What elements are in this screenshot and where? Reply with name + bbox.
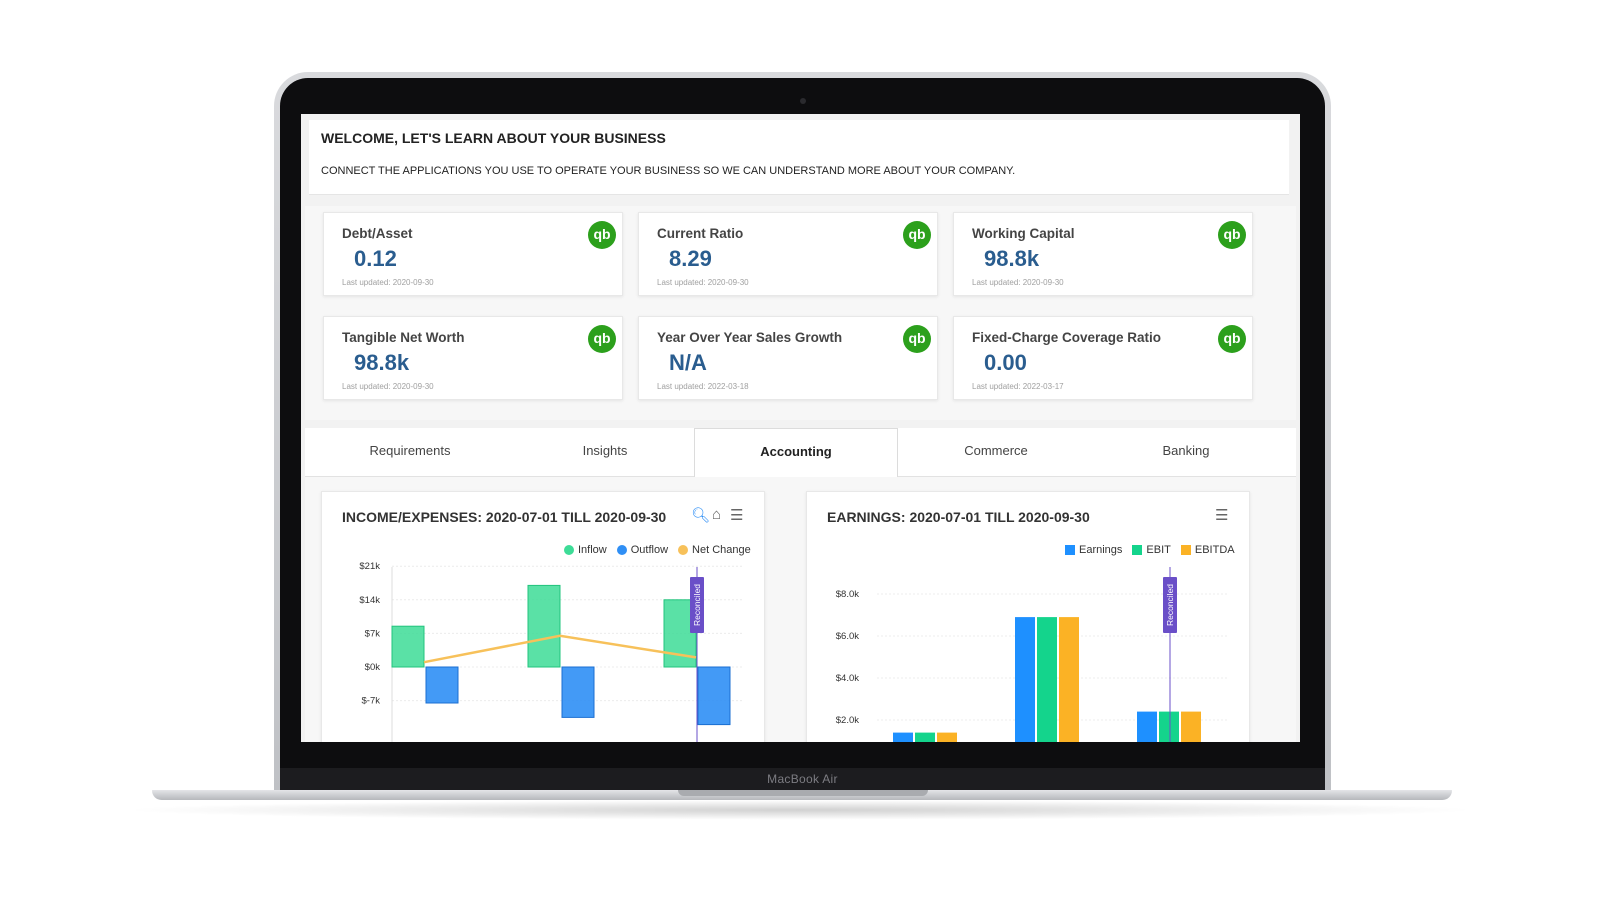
income-expenses-chart: $21k $14k $7k $0k $-7k Reconciled <box>359 562 742 742</box>
income-expenses-legend: Inflow Outflow Net Change <box>564 544 751 556</box>
accounting-content: INCOME/EXPENSES: 2020-07-01 TILL 2020-09… <box>305 477 1296 742</box>
y-tick-label: $14k <box>359 595 380 606</box>
earnings-bar <box>1015 617 1035 742</box>
quickbooks-icon: qb <box>903 325 931 353</box>
legend-label: EBITDA <box>1194 544 1235 556</box>
income-expenses-panel: INCOME/EXPENSES: 2020-07-01 TILL 2020-09… <box>321 491 765 742</box>
reconciled-label: Reconciled <box>692 584 702 626</box>
metric-title: Tangible Net Worth <box>342 330 465 345</box>
y-tick-label: $21k <box>359 562 380 572</box>
metric-card-current-ratio[interactable]: Current Ratio 8.29 Last updated: 2020-09… <box>638 212 938 296</box>
metric-value: 98.8k <box>354 350 410 375</box>
metric-title: Debt/Asset <box>342 226 413 241</box>
ebit-bar <box>1037 617 1057 742</box>
metric-title: Working Capital <box>972 226 1075 241</box>
legend-label: EBIT <box>1146 544 1171 556</box>
quickbooks-icon: qb <box>588 221 616 249</box>
legend-label: Inflow <box>578 544 607 556</box>
quickbooks-icon: qb <box>588 325 616 353</box>
quickbooks-icon: qb <box>903 221 931 249</box>
ebitda-bar <box>937 732 957 742</box>
y-tick-label: $4.0k <box>836 673 859 684</box>
earnings-title: EARNINGS: 2020-07-01 TILL 2020-09-30 <box>827 509 1090 525</box>
metric-value: N/A <box>669 350 707 375</box>
metric-card-working-capital[interactable]: Working Capital 98.8k Last updated: 2020… <box>953 212 1253 296</box>
screen-chin <box>280 768 1325 792</box>
y-tick-label: $7k <box>365 628 381 639</box>
quickbooks-icon: qb <box>1218 221 1246 249</box>
metric-updated: Last updated: 2020-09-30 <box>657 278 749 287</box>
metric-card-debt-asset[interactable]: Debt/Asset 0.12 Last updated: 2020-09-30… <box>323 212 623 296</box>
reconciled-label: Reconciled <box>1165 584 1175 626</box>
y-tick-label: $0k <box>365 662 381 673</box>
metric-value: 0.00 <box>984 350 1027 375</box>
welcome-subtitle: CONNECT THE APPLICATIONS YOU USE TO OPER… <box>321 165 1016 177</box>
earnings-panel: EARNINGS: 2020-07-01 TILL 2020-09-30 ☰ E… <box>806 491 1250 742</box>
legend-label: Earnings <box>1079 544 1123 556</box>
legend-item-earnings[interactable]: Earnings <box>1065 544 1122 556</box>
legend-label: Outflow <box>630 544 669 556</box>
tab-bar: Requirements Insights Accounting Commerc… <box>305 428 1296 478</box>
metric-value: 98.8k <box>984 246 1040 271</box>
metric-updated: Last updated: 2022-03-17 <box>972 382 1064 391</box>
metric-updated: Last updated: 2022-03-18 <box>657 382 749 391</box>
menu-icon[interactable]: ☰ <box>730 507 744 524</box>
outflow-bar <box>425 666 459 704</box>
legend-item-inflow[interactable]: Inflow <box>564 544 607 556</box>
legend-item-net-change[interactable]: Net Change <box>678 544 751 556</box>
metric-card-tangible-net-worth[interactable]: Tangible Net Worth 98.8k Last updated: 2… <box>323 316 623 400</box>
welcome-title: WELCOME, LET'S LEARN ABOUT YOUR BUSINESS <box>321 130 666 146</box>
y-tick-label: $2.0k <box>836 715 859 726</box>
tab-commerce[interactable]: Commerce <box>964 443 1028 458</box>
tab-accounting[interactable]: Accounting <box>694 428 898 478</box>
metric-title: Fixed-Charge Coverage Ratio <box>972 330 1162 345</box>
reconciled-badge <box>690 577 704 633</box>
app-screen: WELCOME, LET'S LEARN ABOUT YOUR BUSINESS… <box>301 114 1300 742</box>
metric-updated: Last updated: 2020-09-30 <box>342 278 434 287</box>
metric-card-yoy-sales-growth[interactable]: Year Over Year Sales Growth N/A Last upd… <box>638 316 938 400</box>
metric-card-fixed-charge-coverage[interactable]: Fixed-Charge Coverage Ratio 0.00 Last up… <box>953 316 1253 400</box>
ebitda-bar <box>1059 617 1079 742</box>
ebitda-bar <box>1181 711 1201 742</box>
metrics-section: Debt/Asset 0.12 Last updated: 2020-09-30… <box>305 206 1296 420</box>
inflow-bar <box>391 625 425 668</box>
search-icon[interactable]: 🔍︎ <box>691 507 711 524</box>
legend-label: Net Change <box>692 544 751 556</box>
metric-updated: Last updated: 2020-09-30 <box>342 382 434 391</box>
metric-title: Year Over Year Sales Growth <box>657 330 843 345</box>
quickbooks-icon: qb <box>1218 325 1246 353</box>
menu-icon[interactable]: ☰ <box>1215 507 1229 524</box>
metric-value: 8.29 <box>669 246 712 271</box>
y-tick-label: $6.0k <box>836 631 859 642</box>
metric-updated: Last updated: 2020-09-30 <box>972 278 1064 287</box>
legend-item-outflow[interactable]: Outflow <box>616 544 669 556</box>
tab-requirements[interactable]: Requirements <box>369 443 451 458</box>
metric-value: 0.12 <box>354 246 397 271</box>
reconciled-badge <box>1163 577 1177 633</box>
legend-item-ebit[interactable]: EBIT <box>1132 544 1171 556</box>
tab-insights[interactable]: Insights <box>582 443 628 458</box>
y-tick-label: $8.0k <box>836 589 859 600</box>
metric-title: Current Ratio <box>657 226 744 241</box>
legend-item-ebitda[interactable]: EBITDA <box>1180 544 1235 556</box>
inflow-bar <box>527 584 561 668</box>
earnings-legend: Earnings EBIT EBITDA <box>1065 544 1235 556</box>
ebit-bar <box>915 732 935 742</box>
device-brand: MacBook Air <box>767 772 838 786</box>
camera <box>800 98 806 104</box>
earnings-chart: $8.0k $6.0k $4.0k $2.0k Reconciled <box>836 567 1227 742</box>
laptop-shadow <box>120 800 1480 820</box>
net-change-line <box>423 634 697 664</box>
welcome-banner: WELCOME, LET'S LEARN ABOUT YOUR BUSINESS… <box>309 120 1289 195</box>
earnings-bar <box>893 732 913 742</box>
home-icon[interactable]: ⌂ <box>712 506 722 523</box>
outflow-bar <box>561 666 595 718</box>
outflow-bar <box>697 666 731 726</box>
tab-banking[interactable]: Banking <box>1162 443 1210 458</box>
ebit-bar <box>1159 711 1179 742</box>
laptop-notch <box>678 790 928 796</box>
income-expenses-title: INCOME/EXPENSES: 2020-07-01 TILL 2020-09… <box>342 509 667 525</box>
earnings-bar <box>1137 711 1157 742</box>
y-tick-label: $-7k <box>362 696 381 707</box>
